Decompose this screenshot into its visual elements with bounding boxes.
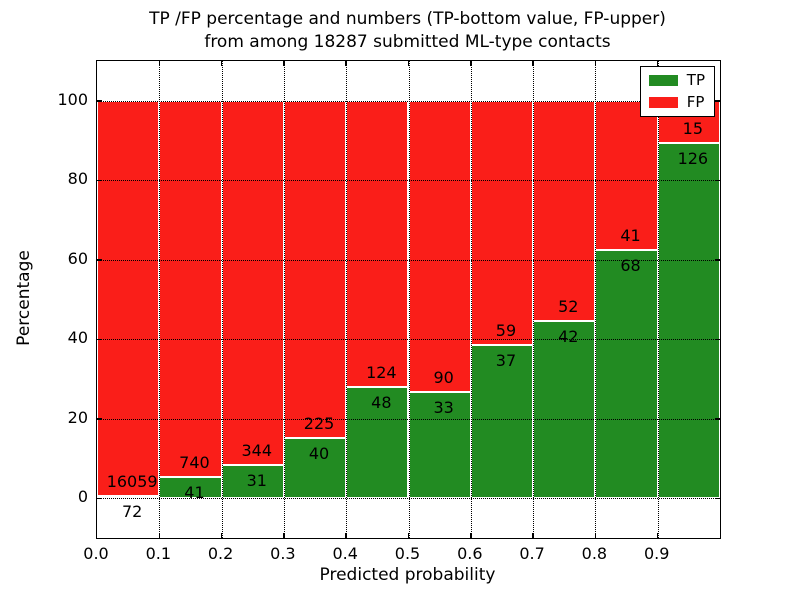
x-tick-label: 0.2 <box>207 544 234 563</box>
fp-count-label: 15 <box>682 119 704 139</box>
y-tick-mark <box>715 497 720 499</box>
y-tick-mark <box>715 338 720 340</box>
y-tick-label: 0 <box>77 487 88 507</box>
legend-entry-fp: FP <box>648 93 705 111</box>
x-tick-label: 0.9 <box>643 544 670 563</box>
fp-count-label: 344 <box>241 441 273 461</box>
bar-segment-tp <box>595 250 658 499</box>
y-tick-label: 40 <box>67 328 88 348</box>
y-tick-mark <box>97 100 102 102</box>
y-tick-mark <box>97 259 102 261</box>
x-tick-mark <box>594 61 597 66</box>
x-tick-mark <box>283 61 285 66</box>
fp-count-label: 225 <box>303 414 335 434</box>
x-tick-label: 0.0 <box>83 544 109 563</box>
x-tick-mark <box>407 533 410 538</box>
x-tick-mark <box>158 533 161 538</box>
bar-segment-fp <box>159 100 222 478</box>
fp-count-label: 124 <box>366 363 397 383</box>
fp-count-label: 16059 <box>106 472 158 492</box>
plot-area: TP FP 16059 72 740 41 344 31 225 40 124 48 90 33 59 3… <box>96 60 721 539</box>
bar-segment-fp <box>408 100 471 392</box>
y-tick-label: 20 <box>67 407 88 427</box>
tp-count-label: 33 <box>433 397 454 417</box>
y-tick-label: 60 <box>67 248 88 268</box>
y-tick-mark <box>715 418 720 420</box>
legend-entry-tp: TP <box>648 71 705 89</box>
x-tick-mark <box>656 533 659 538</box>
bar-segment-fp <box>221 100 284 466</box>
y-tick-mark <box>97 497 102 499</box>
y-tick-mark <box>97 418 102 420</box>
x-tick-label: 0.4 <box>332 544 358 563</box>
y-tick-label: 80 <box>67 169 88 189</box>
bar-segment-fp <box>283 100 347 439</box>
fp-count-label: 41 <box>620 226 641 246</box>
x-tick-label: 0.5 <box>394 544 421 563</box>
y-tick-mark <box>715 179 720 181</box>
bar-segment-fp <box>346 100 409 388</box>
y-tick-mark <box>715 259 720 261</box>
y-axis-label: Percentage <box>14 250 34 346</box>
fp-count-label: 52 <box>558 296 579 316</box>
bar-segment-fp <box>97 100 160 497</box>
x-tick-mark <box>532 533 534 538</box>
x-tick-mark <box>594 533 597 538</box>
bar-segment-fp <box>533 100 596 321</box>
y-tick-mark <box>715 100 720 102</box>
tp-count-label: 68 <box>620 256 641 276</box>
x-tick-label: 0.1 <box>145 544 172 563</box>
tp-count-label: 40 <box>308 444 330 464</box>
tp-count-label: 48 <box>371 393 392 413</box>
x-tick-mark <box>220 61 223 66</box>
fp-count-label: 740 <box>179 453 210 473</box>
bar-segment-tp <box>283 438 347 499</box>
x-tick-mark <box>345 533 347 538</box>
legend-label-fp: FP <box>686 93 705 111</box>
x-tick-mark <box>470 533 472 538</box>
fp-count-label: 59 <box>495 321 517 341</box>
tp-count-label: 42 <box>558 326 579 346</box>
tp-swatch-icon <box>648 75 678 86</box>
tp-count-label: 37 <box>495 351 517 371</box>
bar-segment-tp <box>657 143 720 499</box>
tp-count-label: 126 <box>677 149 709 169</box>
x-tick-label: 0.8 <box>581 544 608 563</box>
y-tick-mark <box>97 179 102 181</box>
x-tick-label: 0.7 <box>519 544 545 563</box>
tp-count-label: 41 <box>184 483 205 503</box>
bar-segment-tp <box>346 387 409 499</box>
bar-segment-tp <box>533 320 596 499</box>
tp-count-label: 72 <box>121 502 143 522</box>
x-tick-mark <box>158 61 161 66</box>
bar-segment-tp <box>221 465 284 499</box>
x-axis-label: Predicted probability <box>319 565 496 585</box>
x-tick-mark <box>345 61 347 66</box>
legend-label-tp: TP <box>686 71 705 89</box>
x-tick-mark <box>283 533 285 538</box>
x-tick-mark <box>407 61 410 66</box>
chart-title: TP /FP percentage and numbers (TP-bottom… <box>96 8 719 54</box>
y-tick-label: 100 <box>57 89 88 109</box>
bar-segment-tp <box>97 496 160 499</box>
x-tick-mark <box>470 61 472 66</box>
chart-title-line1: TP /FP percentage and numbers (TP-bottom… <box>149 9 666 29</box>
y-tick-mark <box>97 338 102 340</box>
x-tick-mark <box>532 61 534 66</box>
chart-title-line2: from among 18287 submitted ML-type conta… <box>204 32 611 52</box>
legend: TP FP <box>639 66 715 117</box>
x-tick-mark <box>220 533 223 538</box>
tp-count-label: 31 <box>246 471 267 491</box>
fp-swatch-icon <box>648 97 678 108</box>
bar-segment-fp <box>470 100 534 346</box>
x-tick-label: 0.6 <box>457 544 483 563</box>
x-tick-label: 0.3 <box>270 544 296 563</box>
fp-count-label: 90 <box>433 367 454 387</box>
